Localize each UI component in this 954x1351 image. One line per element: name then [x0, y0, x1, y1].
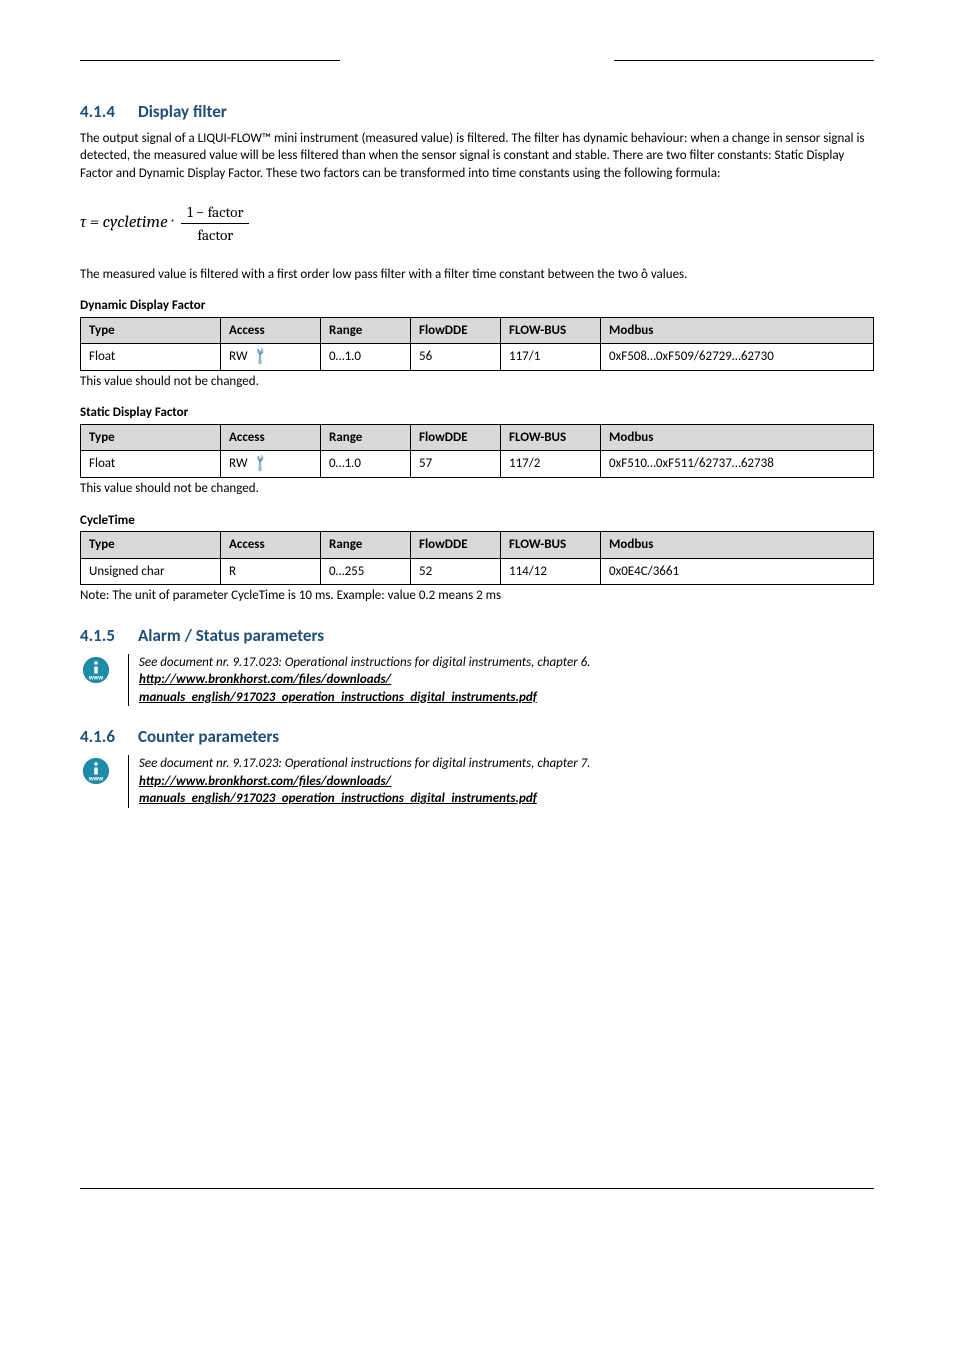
info-www-icon: www [82, 656, 110, 684]
info-link-1[interactable]: http://www.bronkhorst.com/files/download… [139, 672, 391, 687]
heading-display-filter: 4.1.4Display filter [80, 101, 874, 124]
info-www-icon: www [82, 757, 110, 785]
caption-static: Static Display Factor [80, 404, 874, 422]
heading-text: Alarm / Status parameters [138, 625, 324, 646]
th-flowdde: FlowDDE [411, 532, 501, 559]
section-counter: 4.1.6Counter parameters www See document… [80, 726, 874, 808]
heading-text: Display filter [138, 101, 227, 122]
table-static: Type Access Range FlowDDE FLOW-BUS Modbu… [80, 424, 874, 478]
th-flowdde: FlowDDE [411, 424, 501, 451]
paragraph-filter-note: The measured value is filtered with a fi… [80, 266, 874, 284]
th-range: Range [321, 532, 411, 559]
cell-modbus: 0xF510…0xF511/62737…62738 [601, 451, 874, 478]
heading-number: 4.1.5 [80, 625, 138, 648]
wrench-icon: 🔧 [249, 453, 271, 475]
caption-cycletime: CycleTime [80, 512, 874, 530]
cell-type: Float [81, 451, 221, 478]
info-link-1[interactable]: http://www.bronkhorst.com/files/download… [139, 774, 391, 789]
th-modbus: Modbus [601, 532, 874, 559]
cell-range: 0…1.0 [321, 451, 411, 478]
table-row: Unsigned char R 0…255 52 114/12 0x0E4C/3… [81, 558, 874, 585]
th-access: Access [221, 424, 321, 451]
note-cycletime: Note: The unit of parameter CycleTime is… [80, 587, 874, 605]
heading-alarm: 4.1.5Alarm / Status parameters [80, 625, 874, 648]
info-link-2[interactable]: manuals_english/917023_operation_instruc… [139, 791, 537, 806]
cell-flowdde: 52 [411, 558, 501, 585]
info-note: See document nr. 9.17.023: Operational i… [139, 756, 590, 771]
table-header-row: Type Access Range FlowDDE FLOW-BUS Modbu… [81, 532, 874, 559]
svg-text:www: www [88, 776, 104, 783]
info-text-alarm: See document nr. 9.17.023: Operational i… [128, 654, 590, 707]
cell-flowdde: 56 [411, 344, 501, 371]
cell-flowbus: 117/1 [501, 344, 601, 371]
cell-modbus: 0xF508…0xF509/62729…62730 [601, 344, 874, 371]
formula: τ = cycletime · 1 − factor factor [80, 203, 874, 244]
th-flowbus: FLOW-BUS [501, 317, 601, 344]
header-rule-right [614, 60, 874, 61]
cell-access: RW 🔧 [221, 344, 321, 371]
table-row: Float RW 🔧 0…1.0 57 117/2 0xF510…0xF511/… [81, 451, 874, 478]
cell-flowdde: 57 [411, 451, 501, 478]
table-header-row: Type Access Range FlowDDE FLOW-BUS Modbu… [81, 317, 874, 344]
info-link-2[interactable]: manuals_english/917023_operation_instruc… [139, 690, 537, 705]
cell-modbus: 0x0E4C/3661 [601, 558, 874, 585]
table-dynamic: Type Access Range FlowDDE FLOW-BUS Modbu… [80, 317, 874, 371]
th-access: Access [221, 317, 321, 344]
heading-text: Counter parameters [138, 726, 279, 747]
note-static: This value should not be changed. [80, 480, 874, 498]
cell-type: Float [81, 344, 221, 371]
th-flowbus: FLOW-BUS [501, 424, 601, 451]
wrench-icon: 🔧 [249, 346, 271, 368]
cell-access: RW 🔧 [221, 451, 321, 478]
footer-rule [80, 1188, 874, 1189]
info-text-counter: See document nr. 9.17.023: Operational i… [128, 755, 590, 808]
note-dynamic: This value should not be changed. [80, 373, 874, 391]
header-rule-left [80, 60, 340, 61]
table-row: Float RW 🔧 0…1.0 56 117/1 0xF508…0xF509/… [81, 344, 874, 371]
info-block-counter: www See document nr. 9.17.023: Operation… [80, 755, 874, 808]
th-type: Type [81, 532, 221, 559]
formula-numerator: 1 − factor [181, 203, 249, 224]
cell-flowbus: 114/12 [501, 558, 601, 585]
cell-type: Unsigned char [81, 558, 221, 585]
header-rules [80, 60, 874, 61]
th-range: Range [321, 424, 411, 451]
access-text: RW [229, 349, 248, 364]
section-alarm: 4.1.5Alarm / Status parameters www See d… [80, 625, 874, 707]
paragraph-intro: The output signal of a LIQUI-FLOW™ mini … [80, 130, 874, 183]
section-display-filter: 4.1.4Display filter The output signal of… [80, 101, 874, 605]
th-access: Access [221, 532, 321, 559]
heading-number: 4.1.4 [80, 101, 138, 124]
heading-number: 4.1.6 [80, 726, 138, 749]
info-block-alarm: www See document nr. 9.17.023: Operation… [80, 654, 874, 707]
th-range: Range [321, 317, 411, 344]
cell-flowbus: 117/2 [501, 451, 601, 478]
th-modbus: Modbus [601, 424, 874, 451]
th-type: Type [81, 424, 221, 451]
heading-counter: 4.1.6Counter parameters [80, 726, 874, 749]
info-note: See document nr. 9.17.023: Operational i… [139, 655, 590, 670]
formula-lhs: τ = cycletime · [80, 212, 171, 235]
cell-range: 0…255 [321, 558, 411, 585]
svg-text:www: www [88, 674, 104, 681]
cell-access: R [221, 558, 321, 585]
caption-dynamic: Dynamic Display Factor [80, 297, 874, 315]
table-header-row: Type Access Range FlowDDE FLOW-BUS Modbu… [81, 424, 874, 451]
cell-range: 0…1.0 [321, 344, 411, 371]
table-cycletime: Type Access Range FlowDDE FLOW-BUS Modbu… [80, 531, 874, 585]
formula-fraction: 1 − factor factor [181, 203, 249, 244]
formula-denominator: factor [181, 224, 249, 244]
th-flowdde: FlowDDE [411, 317, 501, 344]
access-text: RW [229, 456, 248, 471]
th-type: Type [81, 317, 221, 344]
th-modbus: Modbus [601, 317, 874, 344]
th-flowbus: FLOW-BUS [501, 532, 601, 559]
